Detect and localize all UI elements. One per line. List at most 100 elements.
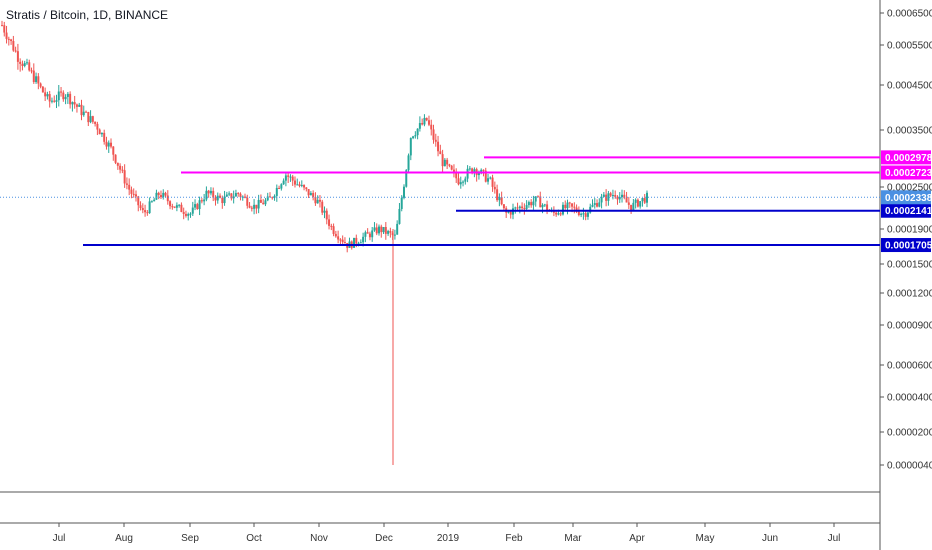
candle-body [164,192,167,196]
candle-body [50,100,53,102]
candle-body [414,135,417,137]
price-axis[interactable]: 0.0006500 0.0005500 0.0004500 0.0003500 0.00… [880,9,932,472]
candle-body [293,180,296,185]
candle-body [78,104,81,107]
candle-body [157,192,160,196]
candle-body [632,202,635,211]
candle-body [616,196,619,200]
candle-body [341,239,344,243]
candle-body [125,183,128,185]
candle-body [132,193,135,195]
candle-body [328,219,331,226]
candle-body [575,207,578,212]
candle-body [373,227,376,231]
price-tick-label: 0.0006500 [887,9,932,20]
time-tick-label: Jul [828,533,841,544]
candle-body [273,195,276,198]
candle-body [298,184,301,186]
candle-body [175,205,178,208]
candle-body [139,205,142,209]
candle-body [221,197,224,204]
candle-body [244,196,247,198]
candle-body [5,32,8,39]
candle-body [287,175,290,177]
price-tick-label: 0.0000600 [887,361,932,372]
candle-body [607,193,610,201]
candle-body [518,206,521,209]
candle-body [434,139,437,142]
candle-body [557,213,560,215]
candle-body [591,204,594,207]
candle-body [268,196,271,198]
candle-body [507,211,510,213]
candle-body [16,51,19,62]
candle-body [278,187,281,189]
candle-body [73,102,76,105]
candle-body [432,129,435,140]
candle-body [457,178,460,185]
candle-body [380,226,383,233]
time-tick-label: Apr [629,533,645,544]
chart-title: Stratis / Bitcoin, 1D, BINANCE [6,8,169,22]
candle-body [582,213,585,215]
candle-body [144,210,147,213]
candle-body [491,177,494,187]
candle-body [400,197,403,209]
candle-body [437,141,440,152]
price-tick-label: 0.0002500 [887,183,932,194]
candle-body [452,169,455,172]
candle-body [393,234,396,236]
candle-body [571,203,574,207]
candle-body [639,201,642,207]
candle-body [275,187,278,196]
candle-body [641,198,644,202]
candle-body [314,196,317,204]
candle-body [198,200,201,210]
grid [0,0,881,550]
candle-body [375,227,378,234]
candle-body [12,41,15,51]
candle-body [614,195,617,197]
candle-body [250,207,253,209]
candle-body [502,204,505,209]
candle-body [334,233,337,237]
candle-body [209,190,212,194]
candle-body [337,236,340,240]
candle-body [89,116,92,123]
candle-body [596,203,599,207]
candle-body [318,199,321,202]
candle-body [561,204,564,215]
candle-body [189,213,192,215]
candle-body [543,204,546,206]
candle-body [412,136,415,139]
candle-body [207,190,210,194]
candle-body [96,123,99,130]
candle-body [14,50,17,52]
level-badge [881,150,931,165]
candle-body [368,233,371,238]
candle-body [539,196,542,208]
candle-body [566,202,569,209]
time-axis[interactable]: Jul Aug Sep Oct Nov Dec 2019 Feb Mar Apr May Jun Jul [53,523,841,544]
candle-body [300,184,303,186]
level-badge-label: 0.0002723 [885,168,932,179]
candle-body [103,132,106,142]
candle-body [166,195,169,202]
candle-body [427,120,430,125]
candle-body [187,213,190,216]
candle-body [182,212,185,214]
candle-body [46,94,49,97]
candle-body [282,180,285,185]
time-tick-label: Jun [762,533,778,544]
candle-body [353,237,356,248]
candle-body [1,25,3,27]
candle-body [521,206,524,209]
candle-body [555,212,558,215]
candle-body [382,227,385,233]
candle-body [305,187,308,190]
candle-body [441,154,444,167]
current-price-label: 0.0002338 [885,193,932,204]
candle-body [471,168,474,174]
candle-body [586,212,589,217]
